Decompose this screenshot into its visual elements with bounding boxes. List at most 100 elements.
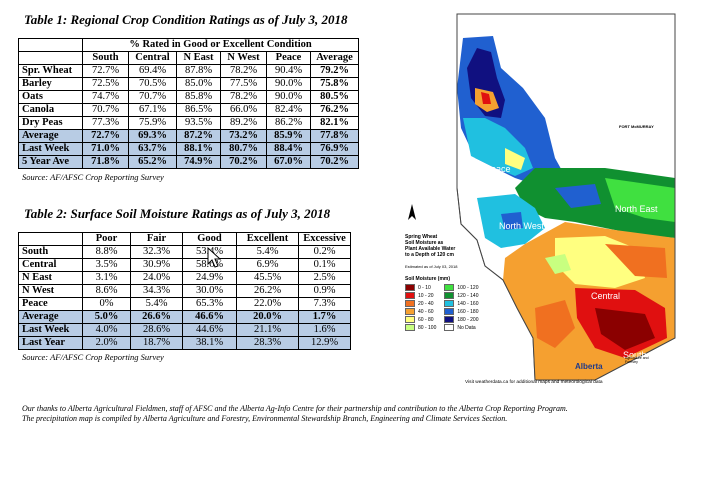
table-cell: 34.3%: [131, 285, 183, 298]
table-cell: 72.7%: [83, 130, 129, 143]
legend-swatch: [444, 284, 454, 291]
table-cell: 32.3%: [131, 246, 183, 259]
table-cell: 26.2%: [237, 285, 299, 298]
legend-item: 60 - 80: [405, 316, 436, 323]
table2-source: Source: AF/AFSC Crop Reporting Survey: [22, 352, 164, 362]
map-bottom-text: Visit weatherdata.ca for additional maps…: [465, 380, 603, 385]
table-cell: 85.0%: [177, 78, 221, 91]
table-cell: 70.2%: [311, 156, 359, 169]
table1-col-header: South: [83, 52, 129, 65]
table1-col-header: Peace: [267, 52, 311, 65]
table-cell: 72.5%: [83, 78, 129, 91]
table-cell: 74.9%: [177, 156, 221, 169]
legend-item: 180 - 200: [444, 316, 478, 323]
legend-swatch: [444, 292, 454, 299]
north-arrow-icon: [407, 204, 417, 222]
table-cell: 70.7%: [83, 104, 129, 117]
legend-item: No Data: [444, 324, 478, 331]
table-cell: 8.8%: [83, 246, 131, 259]
table-row: Average 5.0% 26.6% 46.6% 20.0% 1.7%: [19, 311, 351, 324]
table-cell: 82.4%: [267, 104, 311, 117]
row-label: Barley: [19, 78, 83, 91]
map-label-north-east: North East: [615, 204, 658, 214]
table1-col-header: [19, 52, 83, 65]
table1-title: Table 1: Regional Crop Condition Ratings…: [24, 12, 347, 28]
table-cell: 67.0%: [267, 156, 311, 169]
legend-item: 20 - 40: [405, 300, 436, 307]
legend-label: 100 - 120: [457, 285, 478, 291]
table-cell: 63.7%: [129, 143, 177, 156]
map-label-north-west: North West: [499, 221, 544, 231]
table-cell: 85.8%: [177, 91, 221, 104]
legend-swatch: [405, 284, 415, 291]
table-cell: 20.0%: [237, 311, 299, 324]
table-cell: 45.5%: [237, 272, 299, 285]
row-label: 5 Year Ave: [19, 156, 83, 169]
row-label: Spr. Wheat: [19, 65, 83, 78]
table2-col-header: Poor: [83, 233, 131, 246]
table-cell: 87.8%: [177, 65, 221, 78]
soil-moisture-table: Poor Fair Good Excellent Excessive South 8.8%…: [18, 232, 351, 350]
table-cell: 88.1%: [177, 143, 221, 156]
table-cell: 46.6%: [183, 311, 237, 324]
table-cell: 2.5%: [299, 272, 351, 285]
row-label: South: [19, 246, 83, 259]
legend-swatch: [444, 308, 454, 315]
table-row: Last Week 71.0% 63.7% 88.1% 80.7% 88.4% 76.9%: [19, 143, 359, 156]
table-cell: 90.0%: [267, 91, 311, 104]
soil-moisture-map: FORT McMURRAY Peace North West North Eas…: [405, 8, 697, 388]
row-label: Dry Peas: [19, 117, 83, 130]
row-label: N East: [19, 272, 83, 285]
legend-label: 20 - 40: [418, 301, 434, 307]
table-cell: 72.7%: [83, 65, 129, 78]
table-cell: 76.2%: [311, 104, 359, 117]
legend-swatch: [405, 324, 415, 331]
table-cell: 77.5%: [221, 78, 267, 91]
table-cell: 5.4%: [237, 246, 299, 259]
legend-swatch: [405, 292, 415, 299]
legend-label: 0 - 10: [418, 285, 431, 291]
table-cell: 12.9%: [299, 337, 351, 350]
table-cell: 67.1%: [129, 104, 177, 117]
table-cell: 77.8%: [311, 130, 359, 143]
table-cell: 78.2%: [221, 91, 267, 104]
row-label: Average: [19, 130, 83, 143]
legend-left-column: 0 - 10 10 - 20 20 - 40 40 - 60 60 - 80 80 - 1…: [405, 284, 436, 332]
table-row: N East 3.1% 24.0% 24.9% 45.5% 2.5%: [19, 272, 351, 285]
row-label: Canola: [19, 104, 83, 117]
table1-corner: [19, 39, 83, 52]
crop-condition-table: % Rated in Good or Excellent Condition S…: [18, 38, 359, 169]
table-cell: 1.7%: [299, 311, 351, 324]
table-cell: 0.1%: [299, 259, 351, 272]
table-row: 5 Year Ave 71.8% 65.2% 74.9% 70.2% 67.0% 70.2%: [19, 156, 359, 169]
map-legend-title: Soil Moisture (mm): [405, 276, 509, 282]
table2-title: Table 2: Surface Soil Moisture Ratings a…: [24, 206, 330, 222]
table-cell: 86.5%: [177, 104, 221, 117]
row-label: N West: [19, 285, 83, 298]
legend-swatch: [405, 316, 415, 323]
row-label: Average: [19, 311, 83, 324]
map-estimated: Estimated as of July 03, 2018: [405, 264, 509, 270]
table-cell: 24.0%: [131, 272, 183, 285]
table-cell: 70.2%: [221, 156, 267, 169]
legend-label: 160 - 180: [457, 309, 478, 315]
table-cell: 88.4%: [267, 143, 311, 156]
table-cell: 4.0%: [83, 324, 131, 337]
table-cell: 80.7%: [221, 143, 267, 156]
table-row: Oats 74.7% 70.7% 85.8% 78.2% 90.0% 80.5%: [19, 91, 359, 104]
table-row: Last Week 4.0% 28.6% 44.6% 21.1% 1.6%: [19, 324, 351, 337]
table-cell: 5.0%: [83, 311, 131, 324]
footer-map-credit: The precipitation map is compiled by Alb…: [22, 414, 507, 424]
row-label: Last Week: [19, 143, 83, 156]
table-row: N West 8.6% 34.3% 30.0% 26.2% 0.9%: [19, 285, 351, 298]
table-cell: 5.4%: [131, 298, 183, 311]
table-cell: 69.3%: [129, 130, 177, 143]
legend-label: 10 - 20: [418, 293, 434, 299]
map-legend: Spring Wheat Soil Moisture as Plant Avai…: [405, 234, 509, 332]
map-title-4: to a Depth of 120 cm: [405, 252, 509, 258]
legend-item: 160 - 180: [444, 308, 478, 315]
table-cell: 78.2%: [221, 65, 267, 78]
table-cell: 75.9%: [129, 117, 177, 130]
table-cell: 0.9%: [299, 285, 351, 298]
